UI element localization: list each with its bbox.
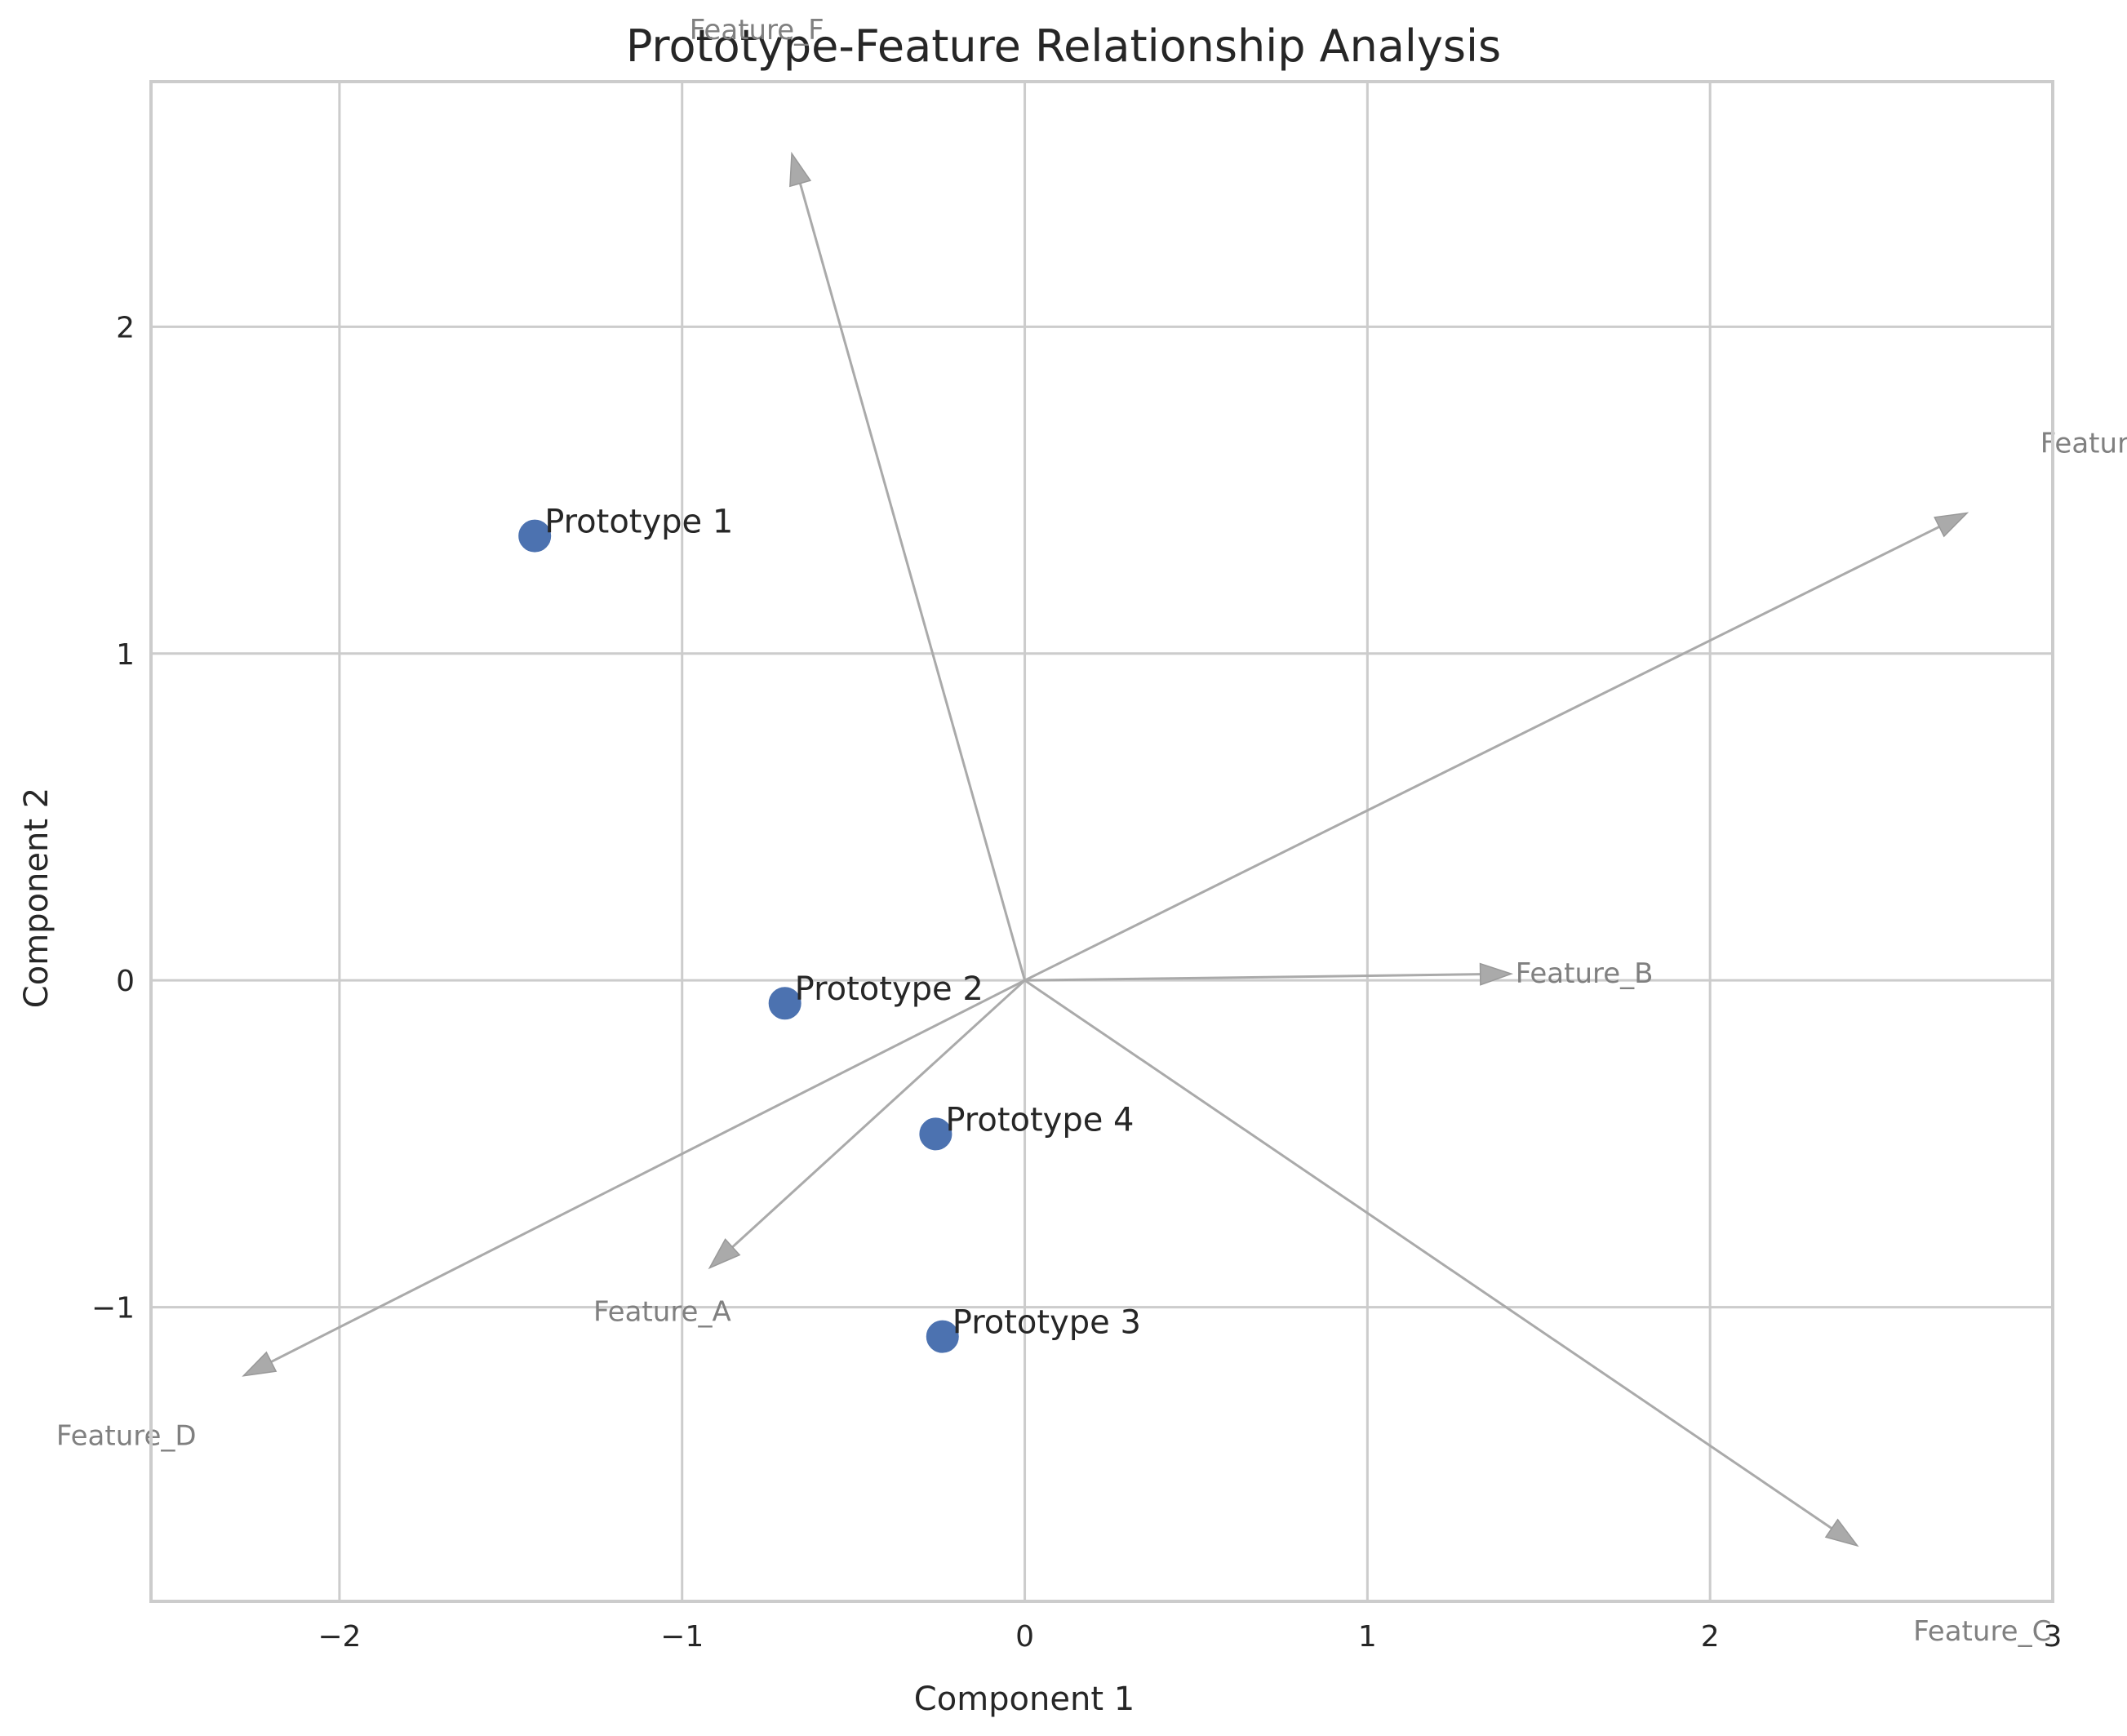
- feature-arrow-shaft: [1024, 973, 1481, 982]
- prototype-marker: [917, 1116, 954, 1152]
- feature-label: Feature_E: [2040, 428, 2127, 460]
- feature-arrow-head: [1824, 1518, 1859, 1547]
- prototype-marker: [766, 985, 803, 1022]
- grid-lines: [151, 82, 2054, 1601]
- x-tick-label: −2: [317, 1620, 361, 1654]
- prototype-point: Prototype 2: [766, 970, 984, 1022]
- y-tick-label: 1: [116, 638, 135, 672]
- feature-label: Feature_B: [1516, 957, 1654, 990]
- feature-arrow-head: [789, 151, 812, 188]
- prototype-label: Prototype 3: [952, 1304, 1141, 1342]
- feature-arrow: Feature_D: [56, 979, 1026, 1452]
- feature-arrow: Feature_F: [690, 14, 1026, 981]
- y-tick-label: 2: [116, 311, 135, 344]
- prototype-label: Prototype 2: [795, 970, 984, 1008]
- y-tick-label: −1: [91, 1292, 135, 1325]
- prototype-point: Prototype 1: [517, 504, 733, 554]
- x-tick-label: −1: [660, 1620, 704, 1654]
- feature-arrow: Feature_B: [1024, 957, 1654, 990]
- feature-arrow-head: [1479, 962, 1514, 986]
- feature-arrow-head: [242, 1351, 278, 1377]
- x-tick-label: 1: [1358, 1620, 1377, 1654]
- feature-arrow-shaft: [270, 979, 1026, 1363]
- feature-arrows: Feature_A Feature_B Feature_C Feature_D Feat…: [56, 14, 2127, 1648]
- prototype-point: Prototype 3: [924, 1304, 1141, 1355]
- feature-label: Feature_D: [56, 1419, 197, 1452]
- x-tick-label: 0: [1015, 1620, 1034, 1654]
- feature-label: Feature_F: [690, 14, 824, 47]
- prototype-marker: [517, 517, 553, 554]
- feature-arrow-shaft: [1024, 979, 1833, 1530]
- chart-title: Prototype-Feature Relationship Analysis: [626, 20, 1501, 72]
- x-tick-label: 2: [1701, 1620, 1720, 1654]
- prototype-marker: [924, 1318, 961, 1355]
- feature-arrow-shaft: [1024, 526, 1940, 982]
- prototype-label: Prototype 4: [945, 1101, 1134, 1139]
- feature-arrow: Feature_A: [593, 979, 1026, 1328]
- feature-label: Feature_C: [1913, 1615, 2051, 1648]
- prototype-label: Prototype 1: [544, 504, 733, 541]
- x-axis-label: Component 1: [914, 1681, 1135, 1718]
- feature-arrow: Feature_C: [1024, 979, 2051, 1648]
- feature-arrow-head: [708, 1238, 741, 1270]
- plot-frame: [149, 80, 2054, 1603]
- x-tick-label: 3: [2044, 1620, 2063, 1654]
- tick-labels: −2 −1 0 1 2 3 −1 0 1 2: [91, 311, 2063, 1654]
- y-tick-label: 0: [116, 965, 135, 998]
- feature-arrow-head: [1934, 512, 1969, 538]
- feature-label: Feature_A: [593, 1295, 731, 1328]
- feature-arrow: Feature_E: [1024, 428, 2127, 982]
- feature-arrow-shaft: [731, 979, 1026, 1249]
- y-axis-label: Component 2: [18, 788, 56, 1008]
- feature-arrow-shaft: [798, 183, 1026, 981]
- prototype-point: Prototype 4: [917, 1101, 1135, 1152]
- prototype-points: Prototype 1 Prototype 2 Prototype 3 Prototy…: [517, 504, 1141, 1355]
